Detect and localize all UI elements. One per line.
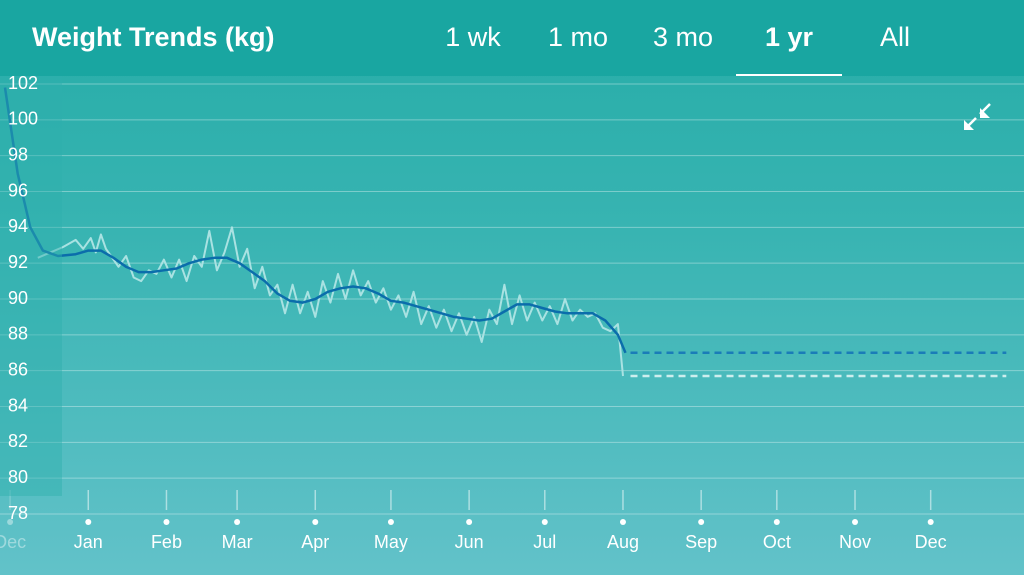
x-tick-dot: [163, 519, 170, 525]
y-tick-label: 82: [8, 431, 28, 451]
x-tick-label: Sep: [685, 532, 717, 552]
tab[interactable]: All: [879, 22, 910, 52]
grid: [0, 83, 1024, 525]
x-tick-label: Jun: [455, 532, 484, 552]
y-tick-label: 86: [8, 359, 28, 379]
y-tick-label: 80: [8, 467, 28, 487]
x-tick-dot: [698, 519, 705, 525]
tab[interactable]: 3 mo: [652, 22, 714, 52]
x-tick-dot: [852, 519, 859, 525]
x-tick-dot: [927, 519, 934, 525]
lines: [3, 87, 1007, 378]
x-tick-dot: [312, 519, 319, 525]
y-tick-label: 78: [8, 503, 28, 523]
series-line: [3, 87, 627, 354]
fade: [0, 76, 62, 496]
x-tick-label: Dec: [0, 532, 26, 552]
x-tick-label: Apr: [301, 532, 329, 552]
tab[interactable]: 1 yr: [764, 22, 814, 52]
y-tick-label: 88: [8, 324, 28, 344]
y-tick-label: 92: [8, 252, 28, 272]
collapse-icon[interactable]: [964, 103, 991, 130]
y-tick-label: 96: [8, 180, 28, 200]
y-tick-label: 98: [8, 144, 28, 164]
y-tick-label: 94: [8, 216, 28, 236]
x-tick-label: Oct: [763, 532, 791, 552]
tab[interactable]: 1 mo: [547, 22, 609, 52]
x-tick-dot: [234, 519, 241, 525]
x-tick-dot: [466, 519, 473, 525]
tab-underline: [736, 74, 842, 76]
series-line: [37, 226, 624, 377]
x-tick-dot: [773, 519, 780, 525]
y-tick-label: 90: [8, 288, 28, 308]
tab[interactable]: 1 wk: [445, 22, 501, 52]
x-tick-label: Jul: [533, 532, 556, 552]
y-tick-label: 102: [8, 73, 38, 93]
x-tick-label: Feb: [151, 532, 182, 552]
x-tick-label: Mar: [222, 532, 253, 552]
y-tick-label: 100: [8, 109, 38, 129]
x-tick-dot: [387, 519, 394, 525]
y-tick-label: 84: [8, 395, 28, 415]
x-tick-label: May: [374, 532, 408, 552]
x-tick-dot: [7, 519, 14, 525]
labels: 78 80 82 84 86 88 90 92 94 96 98 100 102 Dec Jan Feb Mar…: [0, 73, 947, 552]
x-tick-dot: [619, 519, 626, 525]
title: Weight Trends (kg): [32, 22, 275, 52]
x-tick-label: Dec: [915, 532, 947, 552]
x-tick-label: Aug: [607, 532, 639, 552]
header: Weight Trends (kg) 1 wk 1 mo 3 mo 1 yr All: [0, 0, 1024, 76]
x-tick-dot: [85, 519, 92, 525]
x-tick-label: Nov: [839, 532, 871, 552]
x-tick-label: Jan: [74, 532, 103, 552]
x-tick-dot: [541, 519, 548, 525]
